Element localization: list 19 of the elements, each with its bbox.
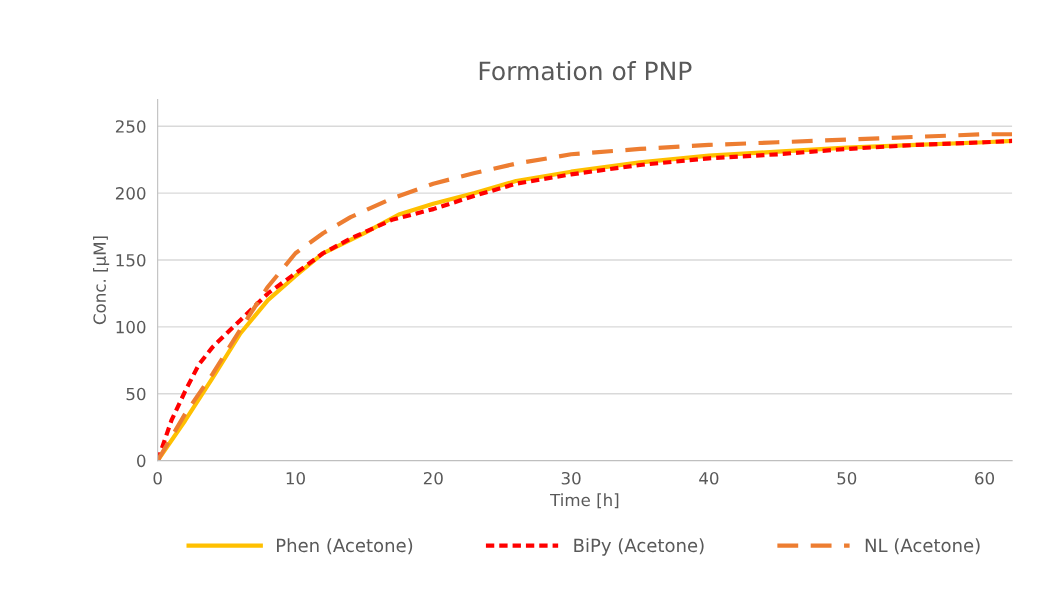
- x-axis-title: Time [h]: [550, 493, 619, 509]
- y-axis-title: Conc. [µM]: [93, 236, 110, 325]
- y-tick-label: 250: [115, 120, 146, 133]
- y-tick-label: 150: [116, 253, 146, 267]
- x-tick-label: 50: [837, 471, 857, 485]
- x-tick-label: 30: [561, 471, 581, 485]
- legend-label: BiPy (Acetone): [574, 538, 704, 556]
- legend-label: NL (Acetone): [865, 538, 980, 555]
- x-tick-label: 60: [975, 471, 995, 485]
- y-tick-label: 50: [126, 387, 146, 401]
- y-tick-label: 0: [137, 454, 146, 468]
- y-tick-label: 200: [115, 187, 146, 200]
- legend-label: Phen (Acetone): [277, 538, 413, 555]
- x-tick-label: 10: [286, 471, 305, 485]
- chart-title: Formation of PNP: [479, 61, 692, 81]
- y-tick-label: 100: [116, 320, 146, 334]
- x-tick-label: 0: [153, 471, 162, 485]
- x-tick-label: 20: [423, 471, 443, 485]
- x-tick-label: 40: [699, 471, 719, 485]
